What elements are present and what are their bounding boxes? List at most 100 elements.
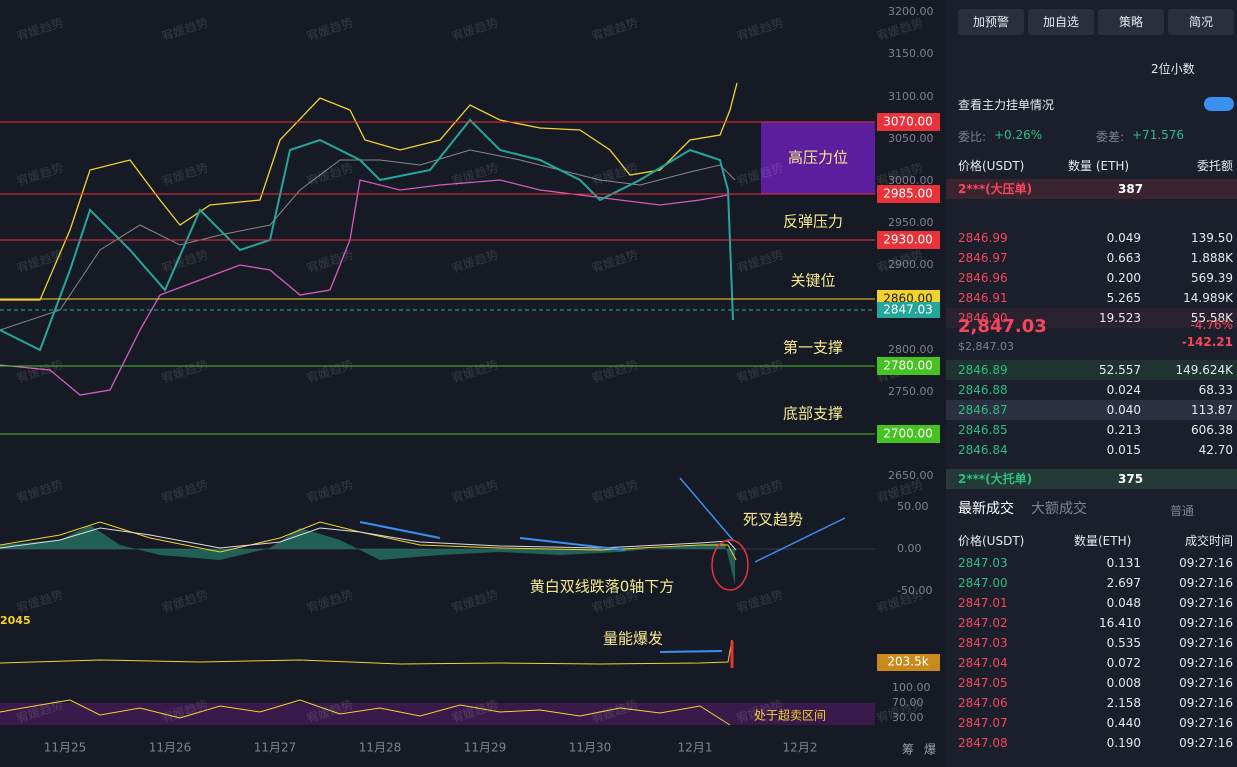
- button[interactable]: 加预警: [958, 9, 1024, 35]
- cell: 2847.02: [958, 616, 1008, 630]
- macd-axis-label: -50.00: [897, 584, 932, 597]
- cell: 1.888K: [1190, 251, 1233, 265]
- ask-row: 2846.96 0.200 569.39: [946, 268, 1237, 288]
- pressure-zone: [761, 122, 875, 194]
- trade-row: 2847.03 0.131 09:27:16: [946, 553, 1237, 573]
- cell: 2.697: [1106, 576, 1141, 590]
- watermark: 宥媛趋势: [305, 14, 355, 43]
- level-label: 2700.00: [883, 427, 933, 441]
- cell: 606.38: [1191, 423, 1233, 437]
- cell: 0.040: [1106, 403, 1141, 417]
- highlight-circle: [711, 539, 749, 591]
- cell: 2846.88: [958, 383, 1008, 397]
- macd-axis-label: 50.00: [897, 500, 929, 513]
- cell: 113.87: [1191, 403, 1233, 417]
- cell: 5.265: [1106, 291, 1141, 305]
- cell: 09:27:16: [1179, 556, 1233, 570]
- trade-row: 2847.01 0.048 09:27:16: [946, 593, 1237, 613]
- cell: 2847.01: [958, 596, 1008, 610]
- price-axis-label: 3150.00: [888, 47, 934, 60]
- cell: 2847.05: [958, 676, 1008, 690]
- cell: 2847.00: [958, 576, 1008, 590]
- date-label: 11月25: [44, 741, 87, 755]
- watermark: 宥媛趋势: [15, 586, 65, 615]
- tab[interactable]: 最新成交: [958, 501, 1014, 517]
- watermark: 宥媛趋势: [875, 14, 925, 43]
- trade-row: 2847.00 2.697 09:27:16: [946, 573, 1237, 593]
- cell: 2***(大压单): [958, 182, 1033, 196]
- cell: 09:27:16: [1179, 576, 1233, 590]
- corner-label: 筹: [902, 743, 914, 757]
- bid-row: 2846.84 0.015 42.70: [946, 440, 1237, 460]
- cell: 14.989K: [1183, 291, 1233, 305]
- arrow: [359, 521, 441, 539]
- trade-row: 2847.07 0.440 09:27:16: [946, 713, 1237, 733]
- cell: 2846.90: [958, 311, 1008, 325]
- watermark: 宥媛趋势: [735, 476, 785, 505]
- level-tag: [877, 185, 940, 203]
- cell: 16.410: [1099, 616, 1141, 630]
- trades-header: 数量(ETH): [1074, 534, 1132, 548]
- macd-axis-label: 0.00: [897, 542, 922, 555]
- big-ask: 2***(大压单) 387: [946, 179, 1237, 199]
- level-label: 2780.00: [883, 359, 933, 373]
- volume-tag: [877, 654, 940, 671]
- watermark: 宥媛趋势: [15, 14, 65, 43]
- rsi-line: [0, 699, 731, 726]
- cell: 0.213: [1106, 423, 1141, 437]
- trade-row: 2847.03 0.535 09:27:16: [946, 633, 1237, 653]
- bid-row: 2846.87 0.040 113.87: [946, 400, 1237, 420]
- date-label: 12月2: [783, 741, 818, 755]
- cell: 0.072: [1106, 656, 1141, 670]
- cell: 52.557: [1099, 363, 1141, 377]
- date-label: 11月28: [359, 741, 402, 755]
- rsi-axis-label: 70.00: [892, 696, 924, 709]
- price-axis-label: 3050.00: [888, 132, 934, 145]
- bid-row: 2846.89 52.557 149.624K: [946, 360, 1237, 380]
- last-price: 2,847.03: [958, 316, 1047, 337]
- trades-header: 成交时间: [1184, 534, 1233, 548]
- side-panel: 加预警 加自选 策略 简况 2位小数 查看主力挂单情况 委比: +0.26% 委差: +71.57…: [946, 0, 1237, 767]
- date-label: 11月29: [464, 741, 507, 755]
- watermark: 宥媛趋势: [305, 586, 355, 615]
- change: -142.21: [1181, 335, 1233, 349]
- decimals[interactable]: 2位小数: [1151, 62, 1195, 76]
- cell: 0.015: [1106, 443, 1141, 457]
- annotation: 反弹压力: [783, 213, 843, 231]
- cell: 387: [1118, 182, 1144, 196]
- level-tag: [877, 113, 940, 131]
- volume-left: 2045: [0, 614, 31, 627]
- watermark: 宥媛趋势: [450, 476, 500, 505]
- annotation: 黄白双线跌落0轴下方: [530, 578, 675, 596]
- button[interactable]: 策略: [1098, 9, 1164, 35]
- normal-filter[interactable]: 普通: [1170, 504, 1195, 518]
- arrow: [519, 537, 626, 551]
- price-axis-label: 3100.00: [888, 90, 934, 103]
- arrow: [659, 650, 723, 653]
- current-tag: [877, 302, 940, 318]
- cell: 375: [1118, 472, 1144, 486]
- ask-row: 2846.99 0.049 139.50: [946, 228, 1237, 248]
- cell: 68.33: [1198, 383, 1233, 397]
- cell: 2846.96: [958, 271, 1008, 285]
- cell: 0.049: [1106, 231, 1141, 245]
- tab[interactable]: 大额成交: [1031, 501, 1087, 517]
- volume-line: [0, 639, 733, 665]
- watermark: 宥媛趋势: [590, 476, 640, 505]
- cell: 2846.89: [958, 363, 1008, 377]
- watermark: 宥媛趋势: [160, 356, 210, 385]
- watermark: 宥媛趋势: [305, 246, 355, 275]
- boll-lower: [0, 179, 729, 396]
- trade-row: 2847.02 16.410 09:27:16: [946, 613, 1237, 633]
- button[interactable]: 简况: [1168, 9, 1234, 35]
- cell: 0.200: [1106, 271, 1141, 285]
- rsi-axis-label: 30.00: [892, 711, 924, 724]
- cell: 2847.07: [958, 716, 1008, 730]
- cell: 0.048: [1106, 596, 1141, 610]
- cell: 569.39: [1191, 271, 1233, 285]
- arrow: [679, 477, 734, 541]
- orders-link[interactable]: 查看主力挂单情况: [958, 98, 1055, 112]
- toggle[interactable]: [1204, 97, 1234, 111]
- date-label: 11月30: [569, 741, 612, 755]
- button[interactable]: 加自选: [1028, 9, 1094, 35]
